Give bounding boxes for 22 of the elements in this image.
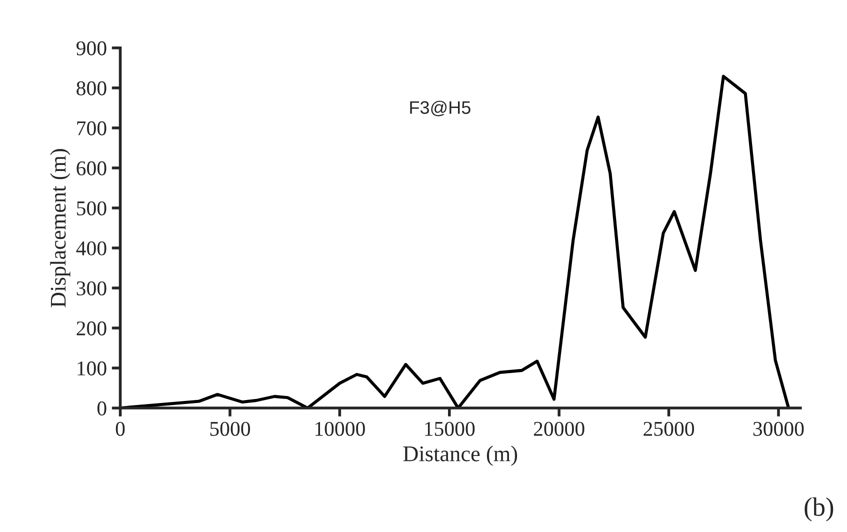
y-tick-label: 600 [76,161,106,176]
y-tick-label: 300 [76,281,106,296]
x-axis-title: Distance (m) [403,446,518,466]
y-tick-label: 900 [76,41,106,56]
y-tick-label: 800 [76,81,106,96]
y-tick-label: 700 [77,121,106,136]
text: (b) [804,497,834,522]
x-tick-label: 15000 [425,422,475,436]
y-tick-label: 200 [76,321,106,336]
y-tick-label: 100 [78,361,106,376]
x-tick-label: 30000 [753,422,804,436]
x-tick-label: 20000 [534,422,584,436]
x-tick-label: 5000 [210,422,250,436]
y-tick-label: 400 [76,241,106,256]
y-tick-label: 500 [77,201,106,216]
x-tick-label: 25000 [644,422,694,436]
y-axis-title: Displacement (m) [50,149,70,308]
line-series [120,74,790,408]
x-tick-label: 10000 [315,422,365,436]
x-tick-label: 0 [116,422,125,436]
annotation: F3@H5 [410,100,470,116]
y-tick-label: 0 [97,401,106,416]
